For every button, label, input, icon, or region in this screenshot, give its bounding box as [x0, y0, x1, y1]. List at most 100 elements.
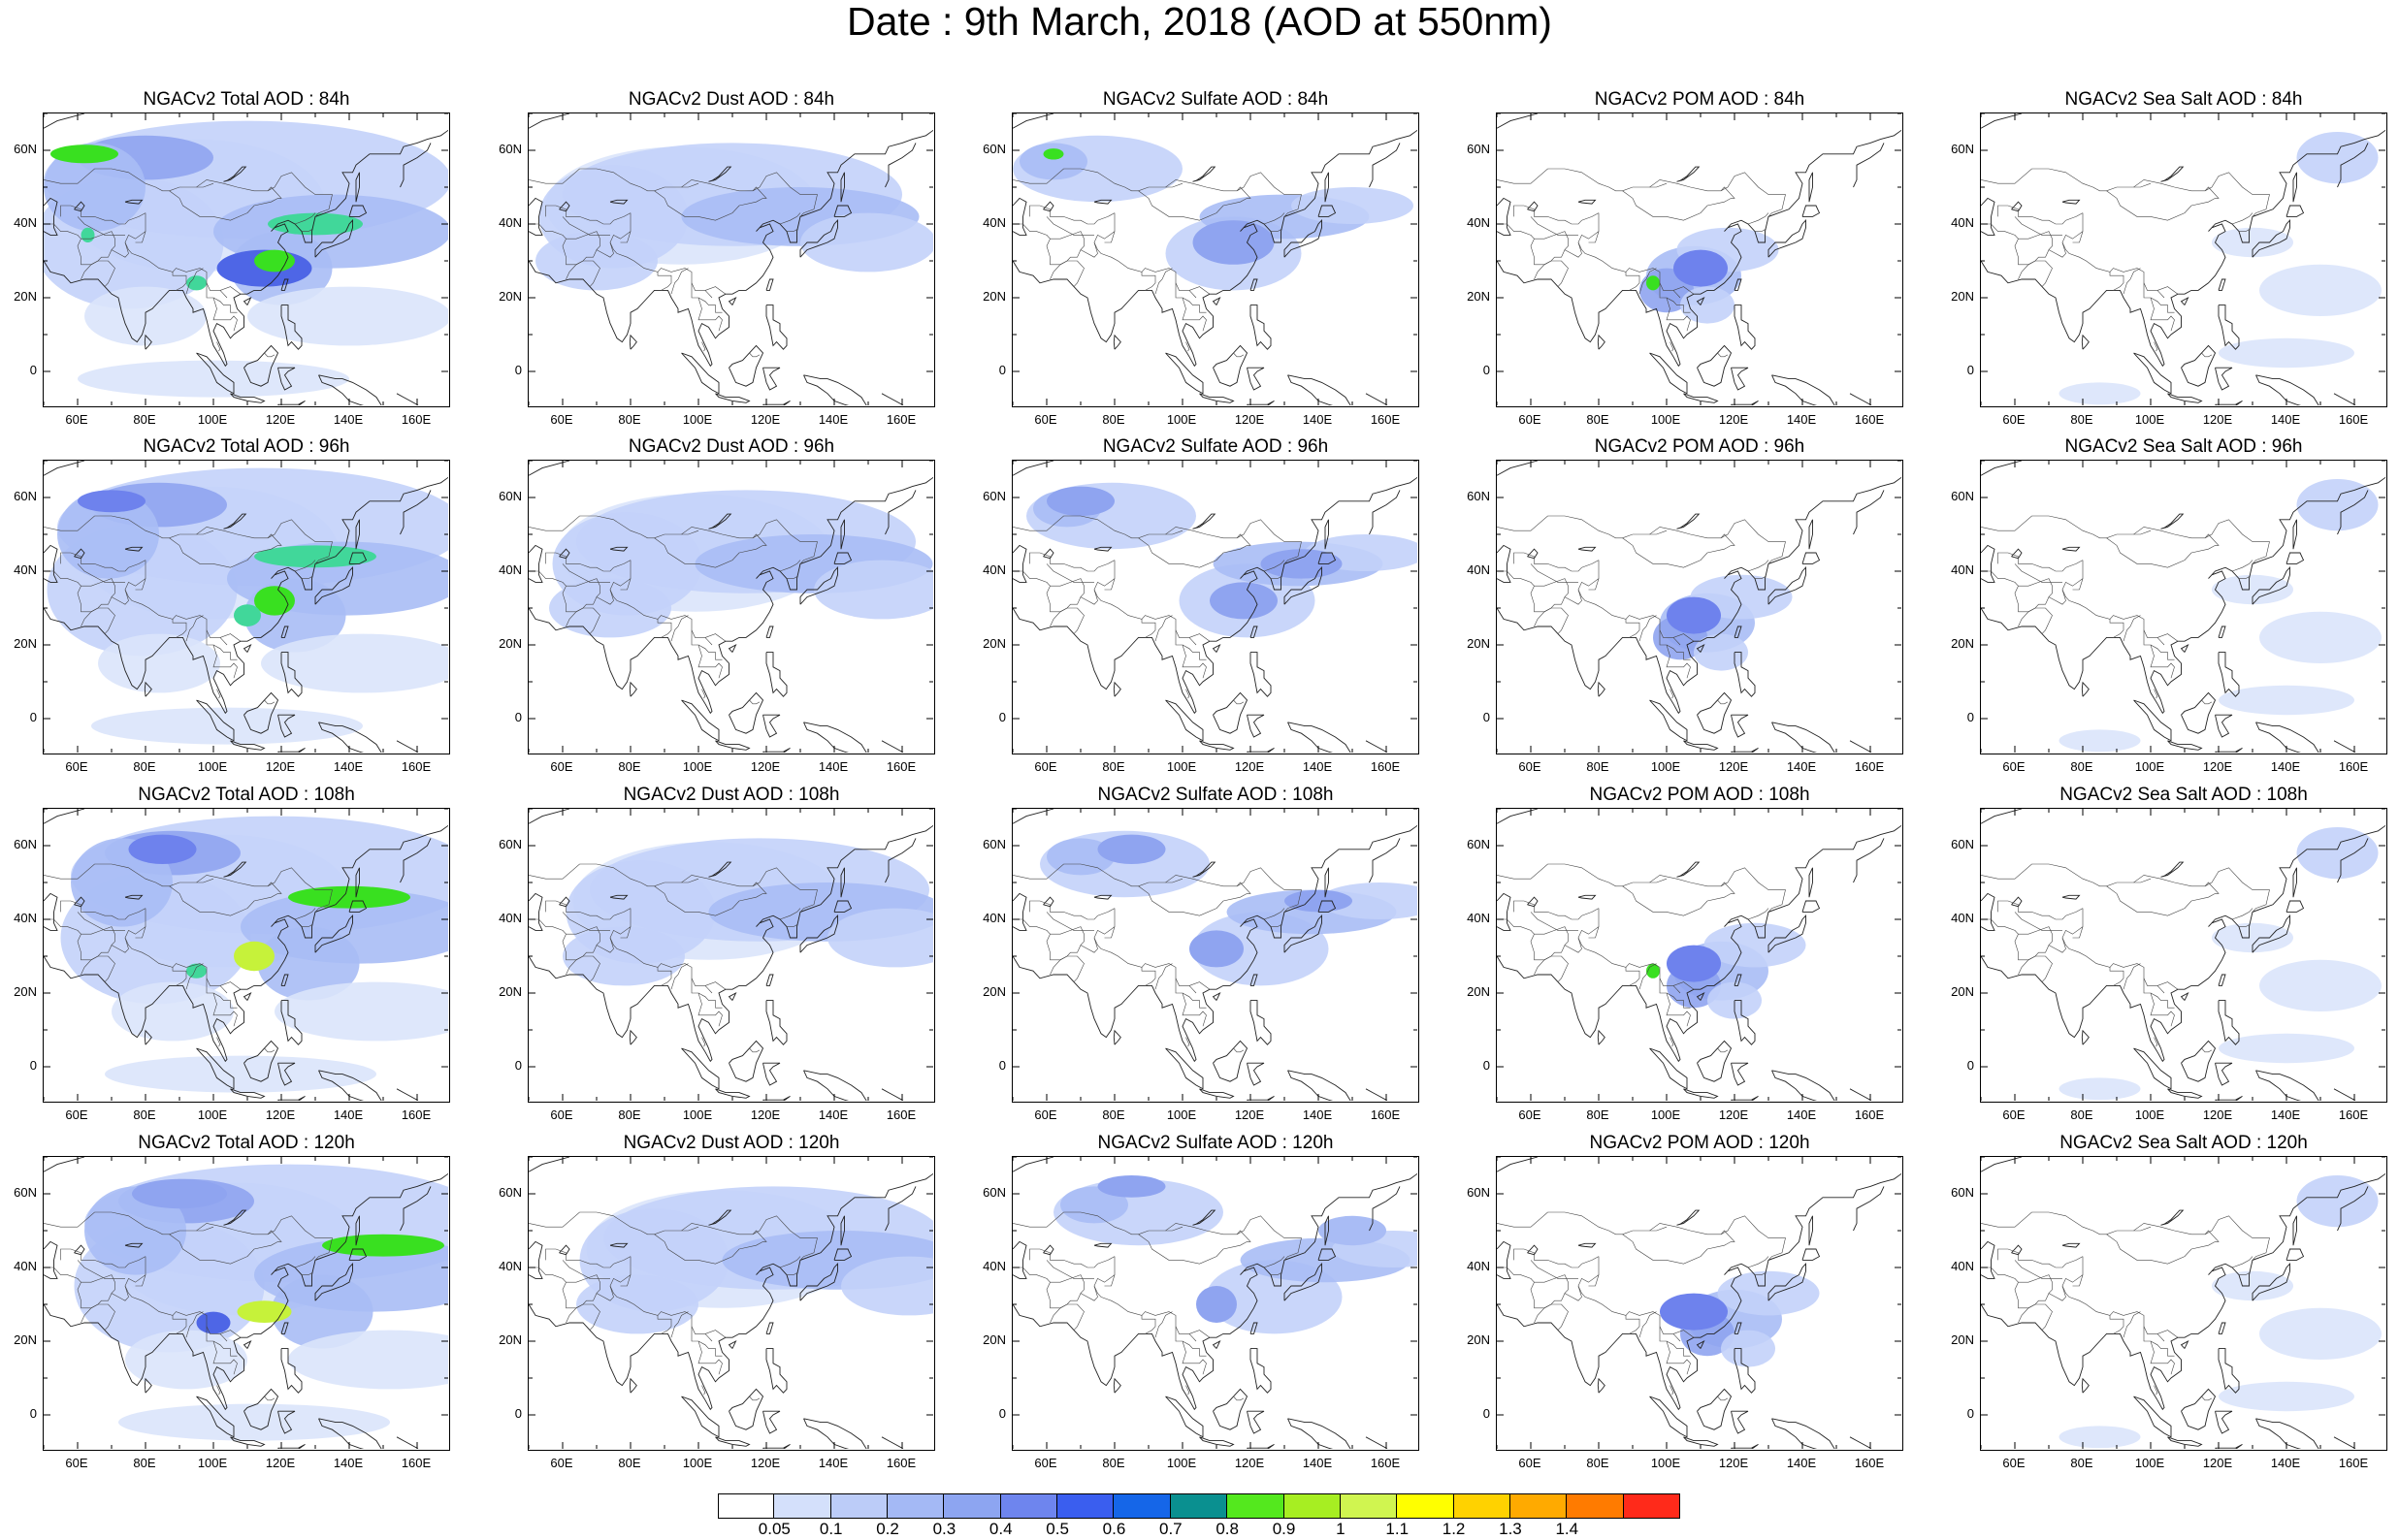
- panel-title: NGACv2 Sea Salt AOD : 84h: [2064, 89, 2303, 110]
- country-border: [1175, 978, 1207, 1027]
- coastline: [2218, 626, 2226, 638]
- coastline: [1731, 401, 1759, 405]
- lon-tick-label: 80E: [133, 1107, 156, 1122]
- aod-shading: [1026, 482, 1417, 638]
- country-border: [1981, 863, 2270, 913]
- country-border: [1497, 918, 1535, 935]
- lon-tick-label: 120E: [2202, 1456, 2233, 1470]
- country-border: [1747, 1256, 1769, 1268]
- axis-ticks: [1013, 809, 1417, 1101]
- lat-tick-label: 20N: [1467, 1332, 1490, 1347]
- aod-hotspot: [1047, 486, 1115, 516]
- lat-tick-label: 0: [514, 363, 522, 377]
- country-border: [77, 926, 115, 961]
- coastline: [1981, 809, 2023, 824]
- country-border: [596, 1285, 614, 1301]
- lat-tick-label: 60N: [1467, 837, 1490, 851]
- country-border: [216, 341, 221, 352]
- lat-tick-label: 20N: [14, 289, 37, 304]
- country-border: [1138, 882, 1251, 916]
- country-border: [1029, 552, 1116, 572]
- country-borders: [44, 515, 333, 705]
- aod-hotspot: [288, 885, 410, 909]
- coastline: [2133, 352, 2172, 395]
- country-border: [1271, 576, 1281, 579]
- country-border: [779, 212, 801, 225]
- lon-tick-label: 100E: [1650, 412, 1681, 427]
- country-border: [264, 1047, 276, 1053]
- country-border: [620, 578, 632, 591]
- coastline: [729, 1040, 764, 1082]
- coastline: [243, 1339, 252, 1349]
- lon-tick-label: 140E: [1786, 412, 1817, 427]
- country-border: [264, 699, 276, 705]
- coastline: [355, 172, 360, 203]
- coastline: [1212, 296, 1221, 305]
- aod-patch: [257, 926, 360, 1001]
- coastline: [1192, 513, 1216, 529]
- country-border: [1577, 1256, 1695, 1338]
- lat-tick-label: 0: [1482, 1406, 1490, 1421]
- country-border: [657, 1315, 672, 1334]
- country-border: [1263, 1256, 1285, 1268]
- country-border: [1497, 570, 1535, 587]
- coastline: [243, 1040, 279, 1082]
- coastline: [2255, 374, 2319, 405]
- coastline: [2292, 172, 2297, 203]
- aod-patch: [1020, 143, 1087, 180]
- lon-tick-label: 100E: [682, 759, 713, 774]
- lat-tick-label: 20N: [1467, 636, 1490, 651]
- aod-patch: [2059, 382, 2141, 405]
- country-border: [1588, 578, 1600, 591]
- country-border: [1046, 563, 1094, 583]
- country-border: [1534, 1303, 1569, 1331]
- coastline: [2215, 367, 2233, 391]
- coastline: [1527, 896, 1539, 908]
- country-border: [704, 985, 713, 994]
- coastline: [833, 552, 853, 564]
- aod-hotspot: [254, 545, 376, 568]
- country-border: [44, 570, 81, 587]
- coastline: [223, 861, 247, 878]
- colorbar-label: 0.9: [1272, 1520, 1296, 1538]
- coastline: [840, 867, 845, 898]
- aod-hotspot: [1043, 148, 1064, 160]
- country-borders: [1497, 863, 1786, 1053]
- country-border: [1717, 1047, 1729, 1053]
- aod-patch: [2259, 1307, 2382, 1360]
- coastline: [762, 714, 781, 738]
- lat-tick-label: 0: [1482, 363, 1490, 377]
- coastline: [348, 900, 368, 913]
- coastline: [609, 546, 629, 552]
- country-border: [135, 231, 146, 243]
- country-border: [2201, 1396, 2213, 1401]
- lon-tick-label: 60E: [550, 412, 573, 427]
- coastline: [230, 740, 266, 751]
- map-frame: [528, 460, 935, 754]
- lat-tick-label: 0: [998, 1406, 1006, 1421]
- aod-shading: [549, 490, 933, 638]
- aod-hotspot: [186, 963, 207, 979]
- panel-title: NGACv2 Dust AOD : 120h: [623, 1133, 840, 1153]
- map-panel: NGACv2 Sea Salt AOD : 120h 60N 40N 20N 0 60E 8…: [1937, 1133, 2393, 1482]
- country-border: [1046, 578, 1085, 613]
- coastline: [1853, 490, 1885, 535]
- lon-tick-label: 60E: [2002, 1456, 2026, 1470]
- country-border: [1271, 1272, 1281, 1275]
- coastline: [1527, 548, 1539, 560]
- coastline: [223, 513, 247, 529]
- country-border: [701, 1037, 706, 1047]
- coastline: [762, 1062, 781, 1086]
- country-border: [124, 560, 242, 642]
- country-border: [1666, 297, 1691, 313]
- coastline: [1013, 824, 1417, 1063]
- coastline: [1767, 914, 1806, 953]
- aod-hotspot: [254, 586, 295, 616]
- country-border: [111, 589, 129, 605]
- country-borders: [44, 168, 333, 358]
- colorbar-label: 0.6: [1102, 1520, 1126, 1538]
- country-border: [172, 967, 187, 986]
- coastline: [1013, 129, 1417, 368]
- lat-tick-label: 60N: [499, 837, 522, 851]
- aod-patch: [105, 1055, 376, 1093]
